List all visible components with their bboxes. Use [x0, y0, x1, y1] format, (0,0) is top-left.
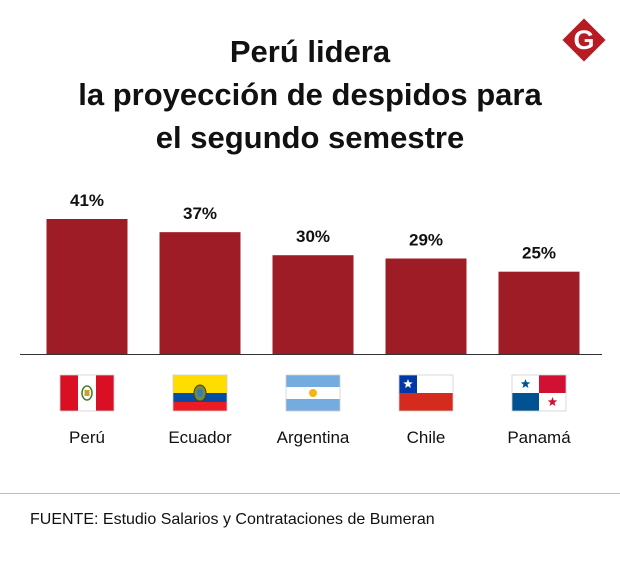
argentina-flag-icon	[285, 374, 341, 412]
title-line-3: el segundo semestre	[155, 120, 465, 155]
data-label-1: 41%	[70, 191, 104, 210]
peru-flag-icon	[59, 374, 115, 412]
data-label-3: 30%	[296, 227, 330, 246]
title-line-1: Perú lidera	[229, 34, 391, 69]
panama-flag-icon	[511, 374, 567, 412]
bar-5	[498, 271, 580, 354]
chart-title: Perú lidera la proyección de despidos pa…	[40, 30, 580, 159]
source-note: FUENTE: Estudio Salarios y Contratacione…	[30, 511, 435, 528]
bar-2	[159, 232, 241, 354]
title-line-2: la proyección de despidos para	[78, 77, 542, 112]
chile-flag-icon	[398, 374, 454, 412]
gestion-logo-icon: G	[560, 16, 608, 64]
bar-3	[272, 255, 354, 354]
category-label-1: Perú	[69, 428, 105, 447]
data-label-4: 29%	[409, 231, 443, 250]
category-label-2: Ecuador	[168, 428, 232, 447]
data-label-5: 25%	[522, 244, 556, 263]
svg-text:G: G	[573, 25, 594, 55]
data-label-2: 37%	[183, 204, 217, 223]
ecuador-flag-icon	[172, 374, 228, 412]
category-label-4: Chile	[407, 428, 446, 447]
bar-4	[385, 258, 467, 354]
category-label-5: Panamá	[507, 428, 571, 447]
bar-1	[46, 219, 128, 354]
footer-divider	[0, 493, 620, 494]
category-label-3: Argentina	[277, 428, 350, 447]
bar-chart: 41% Perú 37% Ecuador 30% Argentina 29% Chile 25%…	[20, 191, 602, 447]
